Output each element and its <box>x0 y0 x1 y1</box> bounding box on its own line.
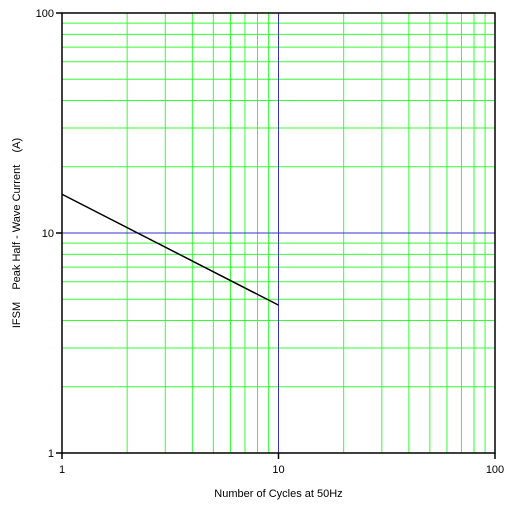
x-tick-label: 100 <box>486 464 504 476</box>
x-axis-title: Number of Cycles at 50Hz <box>214 488 342 500</box>
y-tick-label: 1 <box>48 448 54 460</box>
series <box>61 193 279 306</box>
series-line <box>61 193 279 306</box>
decade-lines <box>62 13 495 453</box>
x-tick-label: 1 <box>59 464 65 476</box>
y-axis-title: IFSM Peak Half - Wave Current (A) <box>11 138 23 328</box>
y-tick-label: 10 <box>42 228 54 240</box>
x-tick-label: 10 <box>272 464 284 476</box>
y-tick-label: 100 <box>36 8 54 20</box>
axis-ticks <box>56 12 496 459</box>
